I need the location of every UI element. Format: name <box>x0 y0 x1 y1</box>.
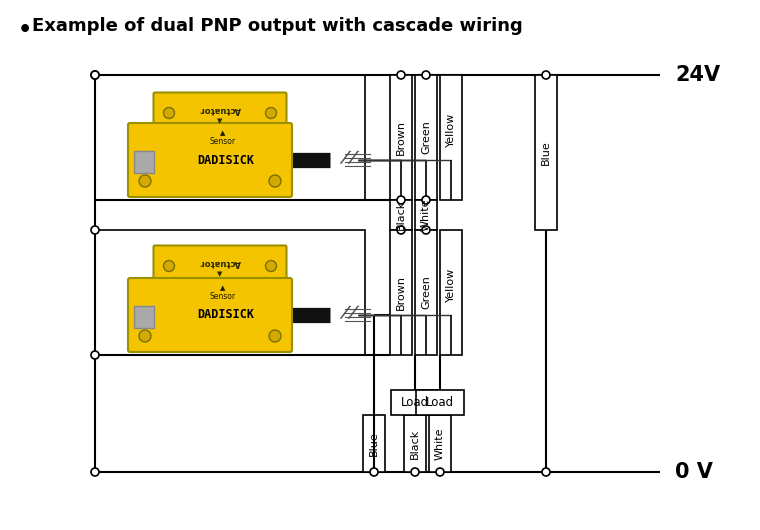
Circle shape <box>139 175 151 187</box>
Circle shape <box>91 226 99 234</box>
Circle shape <box>436 468 444 476</box>
Circle shape <box>397 71 405 79</box>
Bar <box>390 200 412 230</box>
Text: Brown: Brown <box>396 120 406 155</box>
Circle shape <box>269 175 281 187</box>
Bar <box>440 75 462 200</box>
Text: Brown: Brown <box>396 275 406 310</box>
Text: Black: Black <box>410 428 420 458</box>
Circle shape <box>542 71 550 79</box>
Bar <box>415 75 437 200</box>
Text: ▼: ▼ <box>217 271 223 277</box>
Text: Sensor: Sensor <box>210 137 236 146</box>
Text: 24V: 24V <box>675 65 720 85</box>
Circle shape <box>269 330 281 342</box>
Text: ▲: ▲ <box>220 130 226 136</box>
Circle shape <box>91 468 99 476</box>
Text: White: White <box>435 427 445 460</box>
Bar <box>429 415 451 472</box>
FancyBboxPatch shape <box>154 93 287 134</box>
Text: Black: Black <box>396 200 406 230</box>
Bar <box>415 230 437 355</box>
Bar <box>95 230 365 355</box>
Circle shape <box>91 71 99 79</box>
Circle shape <box>139 330 151 342</box>
Bar <box>134 306 154 328</box>
Text: White: White <box>421 199 431 231</box>
Bar <box>416 390 464 415</box>
Text: ▲: ▲ <box>220 285 226 292</box>
Text: Example of dual PNP output with cascade wiring: Example of dual PNP output with cascade … <box>32 17 523 35</box>
Circle shape <box>542 468 550 476</box>
Circle shape <box>265 261 277 271</box>
Circle shape <box>91 351 99 359</box>
Text: Yellow: Yellow <box>446 112 456 147</box>
Text: DADISICK: DADISICK <box>198 308 255 322</box>
Bar <box>363 415 385 472</box>
Text: Blue: Blue <box>369 431 379 456</box>
Bar <box>390 230 412 355</box>
Circle shape <box>422 226 430 234</box>
Circle shape <box>397 196 405 204</box>
Circle shape <box>397 226 405 234</box>
Bar <box>134 151 154 173</box>
Bar <box>95 75 365 200</box>
Bar <box>440 230 462 355</box>
Circle shape <box>422 196 430 204</box>
Bar <box>535 75 557 230</box>
Circle shape <box>91 71 99 79</box>
FancyBboxPatch shape <box>128 278 292 352</box>
Text: Green: Green <box>421 120 431 154</box>
Text: Sensor: Sensor <box>210 293 236 301</box>
Circle shape <box>265 108 277 119</box>
FancyBboxPatch shape <box>154 245 287 287</box>
Circle shape <box>163 261 175 271</box>
Text: /: / <box>347 147 356 166</box>
Circle shape <box>370 468 378 476</box>
Text: Load: Load <box>426 396 454 409</box>
Text: /: / <box>347 303 356 321</box>
Bar <box>390 75 412 200</box>
Circle shape <box>422 71 430 79</box>
Circle shape <box>163 108 175 119</box>
Bar <box>404 415 426 472</box>
Text: ▼: ▼ <box>217 118 223 125</box>
Bar <box>391 390 439 415</box>
Text: 0 V: 0 V <box>675 462 713 482</box>
Text: Actuator: Actuator <box>199 105 241 114</box>
FancyBboxPatch shape <box>128 123 292 197</box>
Text: •: • <box>18 20 32 40</box>
Bar <box>415 200 437 230</box>
Text: Blue: Blue <box>541 140 551 165</box>
Text: /: / <box>340 303 349 321</box>
Text: Yellow: Yellow <box>446 267 456 302</box>
Text: Load: Load <box>401 396 429 409</box>
Circle shape <box>411 468 419 476</box>
Text: Green: Green <box>421 276 431 310</box>
Text: Actuator: Actuator <box>199 258 241 267</box>
Text: DADISICK: DADISICK <box>198 154 255 166</box>
Text: /: / <box>340 147 349 166</box>
